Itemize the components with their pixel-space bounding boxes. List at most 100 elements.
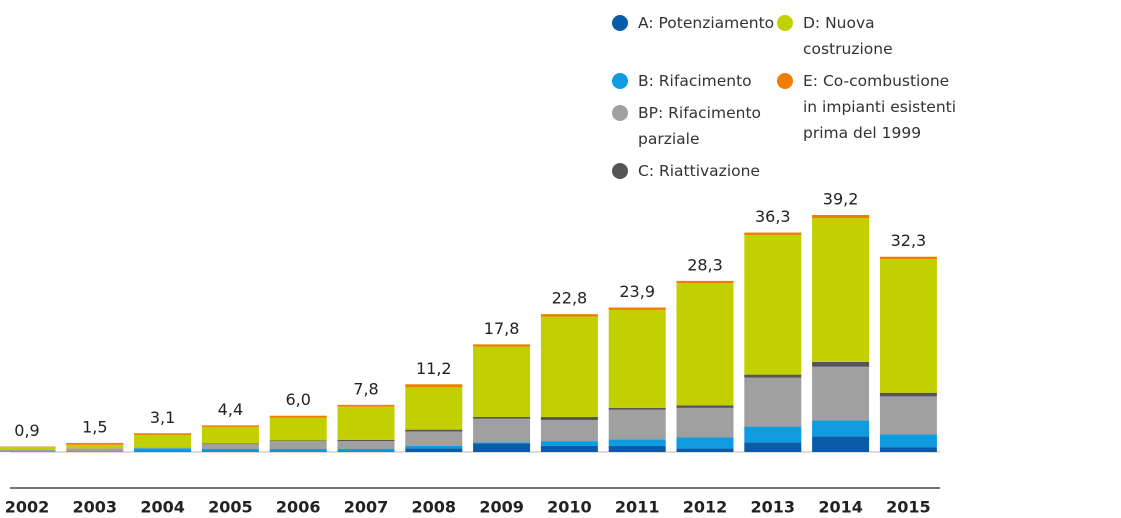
bar-segment [473, 346, 531, 417]
legend-label: C: Riattivazione [638, 162, 760, 180]
bar-segment [405, 431, 463, 446]
bar-segment [337, 439, 395, 442]
total-label: 6,0 [285, 390, 310, 409]
bar-segment [608, 409, 666, 440]
bar-segment [812, 218, 870, 362]
bar-segment [337, 451, 395, 452]
bar-segment [66, 451, 124, 452]
bar-segment [134, 451, 192, 452]
total-label: 7,8 [353, 379, 378, 398]
bar-segment [879, 396, 937, 435]
bar-segment [744, 426, 802, 443]
legend-label: E: Co-combustione in impianti esistenti … [803, 72, 957, 142]
bar-segment [201, 427, 259, 444]
x-tick-label: 2012 [683, 498, 728, 517]
bar-segment [812, 366, 870, 421]
legend-item: C: Riattivazione [612, 158, 777, 184]
bar-segment [540, 314, 598, 317]
bar-segment [134, 433, 192, 436]
x-tick-label: 2011 [615, 498, 660, 517]
bar-segment [269, 448, 327, 452]
bar-segment [676, 407, 734, 438]
legend: A: Potenziamento B: Rifacimento BP: Rifaci… [612, 10, 967, 184]
bar-segment [608, 309, 666, 408]
bar-segment [337, 406, 395, 440]
x-tick-label: 2003 [73, 498, 118, 517]
bar-segment [540, 445, 598, 452]
x-tick-label: 2005 [208, 498, 253, 517]
bar-segment [540, 416, 598, 420]
bar-segment [676, 448, 734, 452]
bar-segment [473, 418, 531, 443]
bar-segment [269, 440, 327, 442]
legend-swatch [612, 105, 628, 121]
bar-segment [201, 448, 259, 452]
legend-swatch [612, 15, 628, 31]
total-label: 22,8 [552, 289, 588, 308]
bar-segment [744, 232, 802, 235]
total-label: 39,2 [823, 190, 859, 209]
legend-label: D: Nuova costruzione [803, 14, 893, 58]
x-tick-label: 2007 [344, 498, 389, 517]
bar-segment [473, 442, 531, 444]
bar-segment [879, 256, 937, 260]
bar-segment [744, 377, 802, 427]
bar-segment [812, 420, 870, 437]
bar-segment [676, 280, 734, 284]
legend-item: D: Nuova costruzione [777, 10, 967, 62]
total-label: 36,3 [755, 207, 791, 226]
bar-segment [337, 441, 395, 449]
bar-segment [608, 439, 666, 446]
bar-segment [812, 215, 870, 219]
total-label: 32,3 [891, 231, 927, 250]
x-tick-label: 2008 [412, 498, 457, 517]
x-tick-label: 2004 [140, 498, 185, 517]
bar-segment [744, 234, 802, 375]
bar-segment [201, 443, 259, 445]
x-tick-label: 2002 [5, 498, 50, 517]
total-label: 0,9 [14, 421, 39, 440]
bar-segment [879, 434, 937, 448]
total-label: 23,9 [619, 282, 655, 301]
total-label: 17,8 [484, 319, 520, 338]
x-tick-label: 2014 [818, 498, 863, 517]
bar-segment [879, 447, 937, 452]
bar-segment [744, 374, 802, 378]
total-label: 11,2 [416, 359, 452, 378]
total-label: 3,1 [150, 408, 175, 427]
bar-segment [66, 442, 124, 445]
bar-segment [812, 361, 870, 367]
bar-segment [337, 404, 395, 407]
bar-segment [134, 448, 192, 452]
bar-segment [608, 445, 666, 452]
bar-segment [405, 384, 463, 388]
bar-segment [66, 448, 124, 452]
bar-segment [879, 392, 937, 397]
bar-segment [540, 441, 598, 446]
legend-label: B: Rifacimento [638, 72, 752, 90]
bar-segment [269, 451, 327, 452]
bar-segment [676, 437, 734, 449]
x-tick-label: 2013 [751, 498, 796, 517]
bar-segment [201, 444, 259, 449]
legend-item: E: Co-combustione in impianti esistenti … [777, 68, 967, 184]
legend-item: B: Rifacimento [612, 68, 777, 94]
bar-segment [676, 405, 734, 408]
legend-item: BP: Rifacimento parziale [612, 100, 777, 152]
bar-segment [608, 307, 666, 310]
legend-swatch [777, 15, 793, 31]
bar-segment [744, 442, 802, 452]
x-tick-label: 2015 [886, 498, 931, 517]
total-label: 1,5 [82, 417, 107, 436]
bar-segment [405, 387, 463, 430]
bar-segment [269, 415, 327, 418]
bar-segment [540, 316, 598, 417]
bar-segment [676, 283, 734, 406]
bar-segment [269, 417, 327, 441]
bar-segment [201, 451, 259, 452]
bar-segment [0, 449, 56, 452]
bar-segment [66, 444, 124, 449]
bar-segment [0, 451, 56, 452]
bar-segment [337, 448, 395, 452]
x-tick-label: 2010 [547, 498, 592, 517]
